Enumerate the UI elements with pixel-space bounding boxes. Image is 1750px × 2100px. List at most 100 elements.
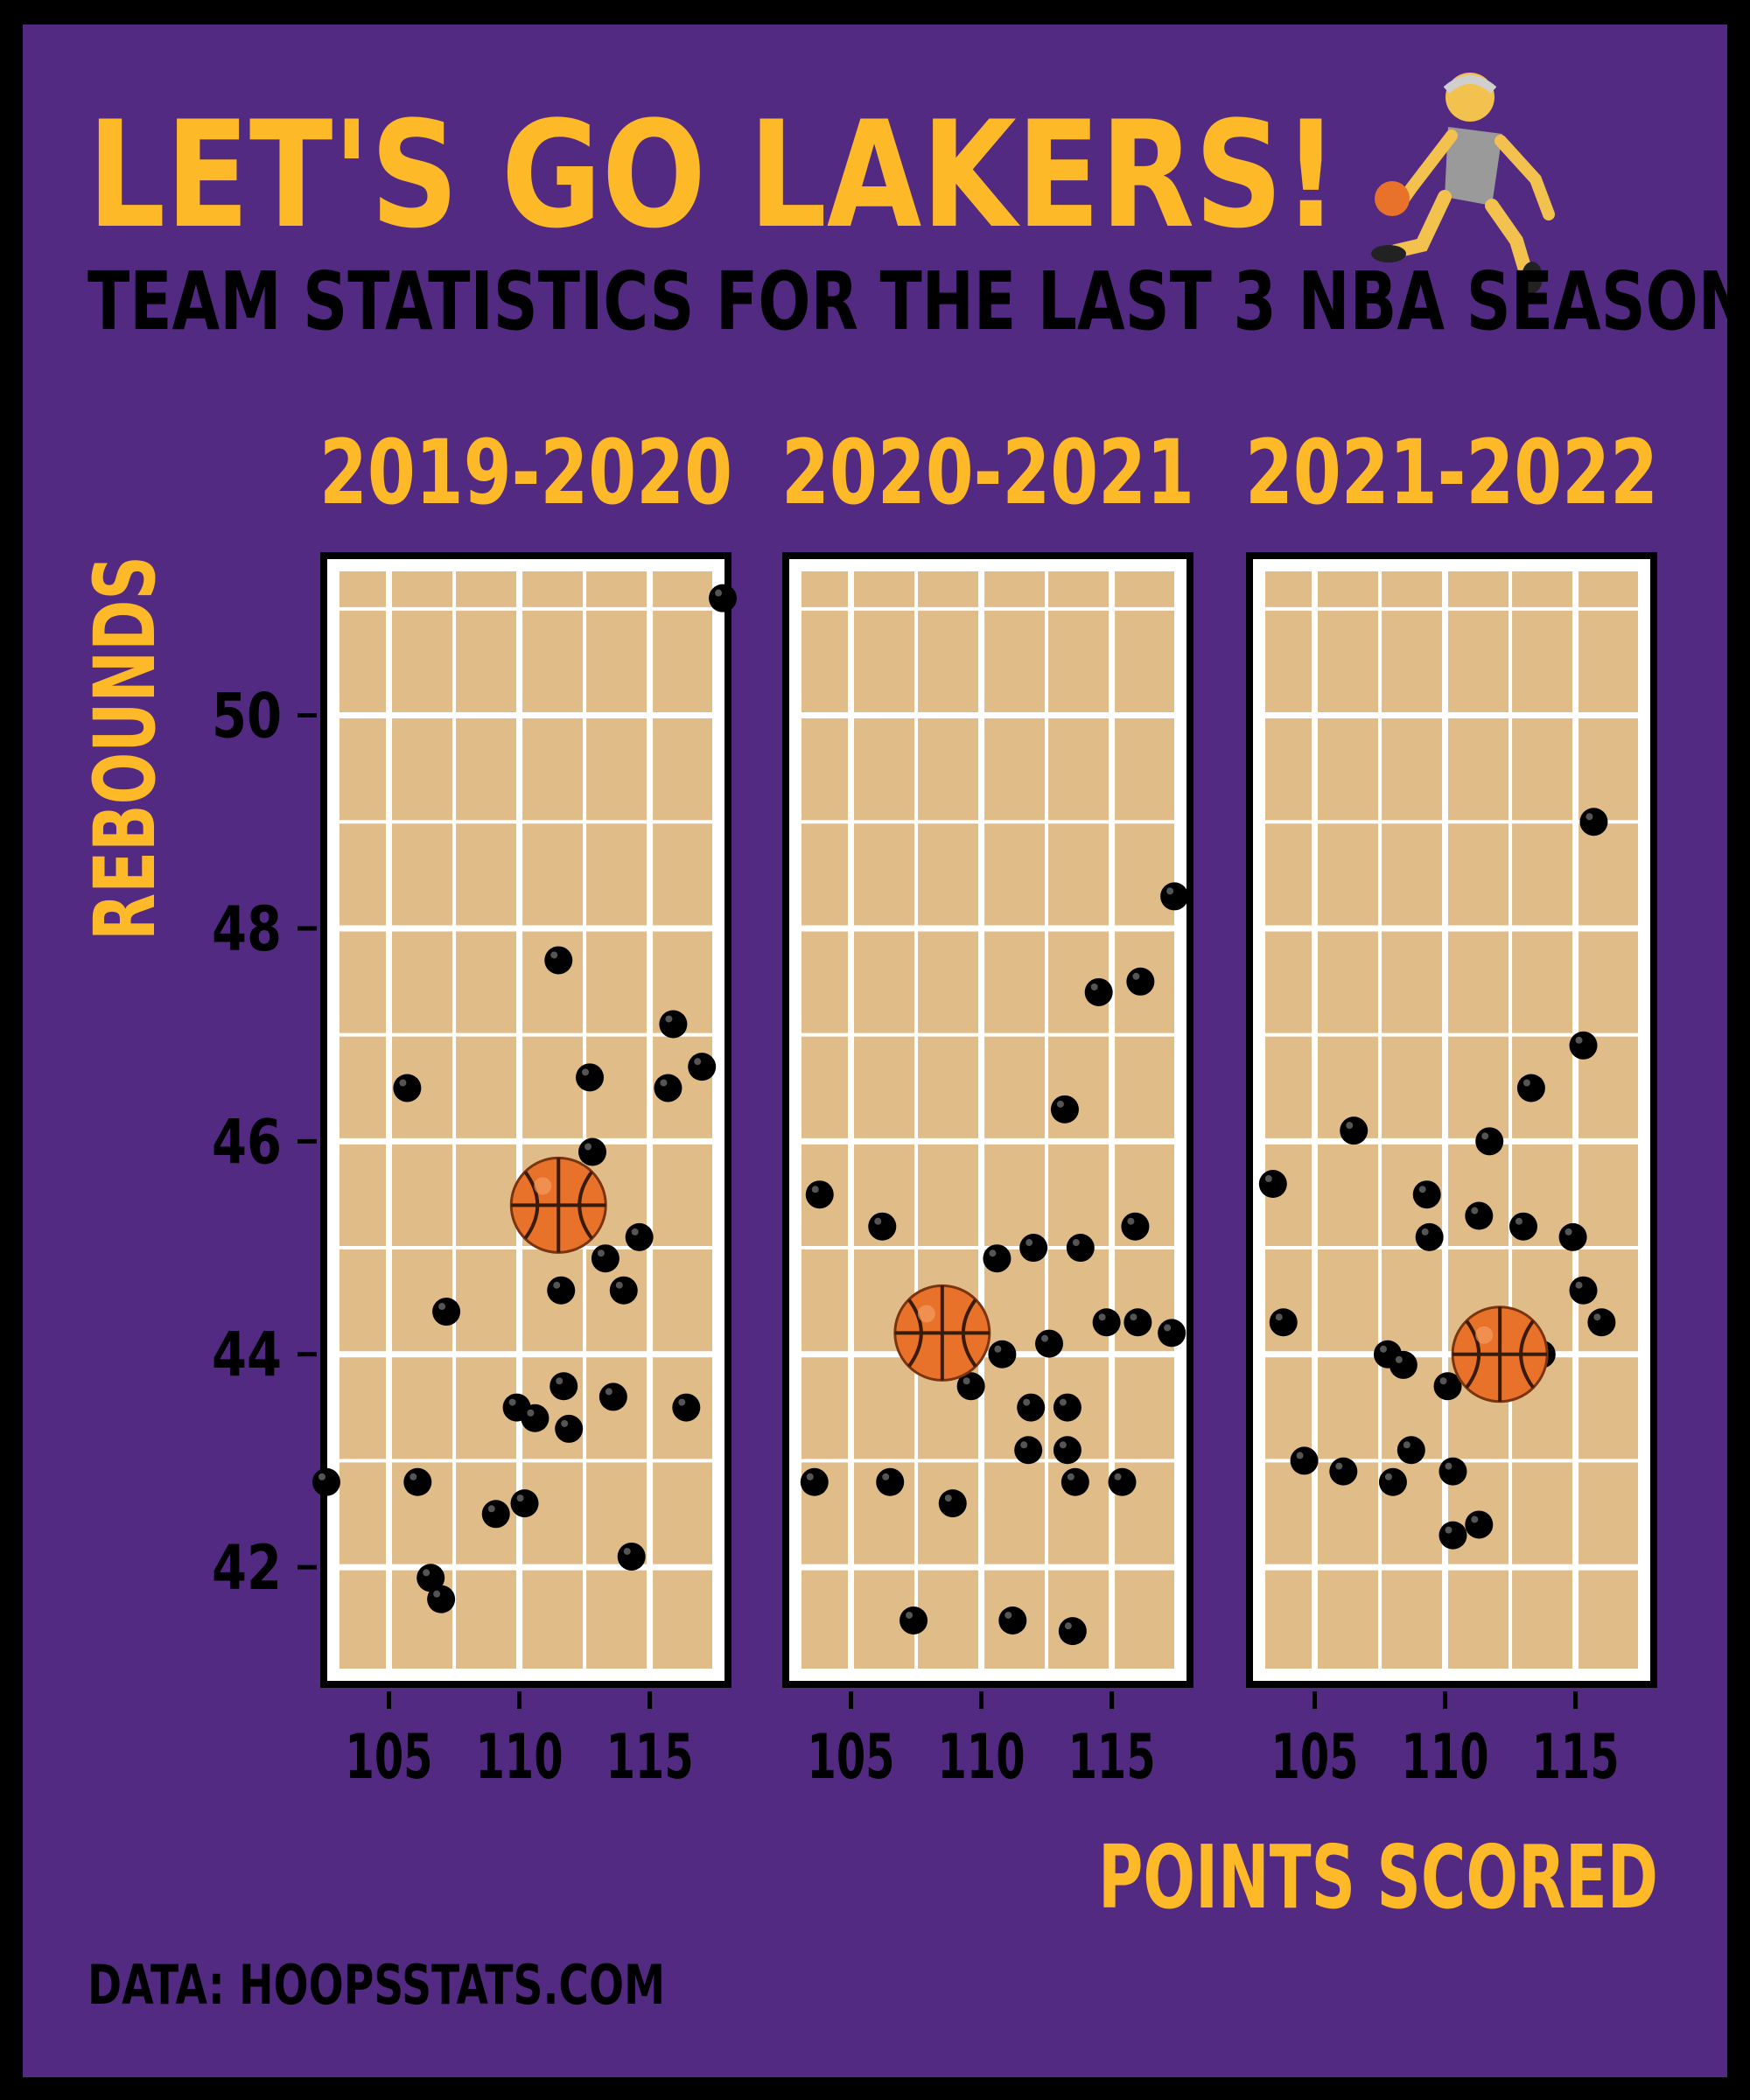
data-point: [521, 1404, 550, 1432]
data-point-highlight: [423, 1569, 430, 1577]
x-tick-label: 110: [938, 1721, 1026, 1793]
data-point-highlight: [1335, 1462, 1343, 1470]
data-point: [1121, 1212, 1150, 1241]
facet-label: 2019-2020: [319, 421, 732, 525]
x-tick-label: 110: [476, 1721, 564, 1793]
data-point-highlight: [561, 1419, 569, 1427]
facet-panel-2: 2020-2021 105 110 115: [781, 421, 1194, 1793]
data-point-highlight: [582, 1068, 590, 1076]
data-point: [1053, 1393, 1082, 1422]
x-tick-label: 115: [1532, 1721, 1620, 1793]
data-point: [547, 1276, 576, 1305]
data-point-highlight: [1403, 1441, 1410, 1449]
data-point-highlight: [1127, 1217, 1135, 1225]
data-point-highlight: [1020, 1441, 1028, 1449]
data-point: [938, 1489, 967, 1518]
data-point: [393, 1074, 422, 1102]
data-point-highlight: [1164, 1324, 1172, 1332]
data-point: [1508, 1212, 1537, 1241]
data-point: [578, 1138, 607, 1166]
data-point-highlight: [1067, 1473, 1074, 1480]
data-point-highlight: [665, 1015, 673, 1023]
y-tick-label: 44: [212, 1320, 282, 1391]
data-point: [432, 1298, 461, 1326]
data-point-highlight: [1575, 1036, 1583, 1044]
data-point-highlight: [1132, 972, 1140, 980]
data-point: [876, 1467, 905, 1496]
data-point-highlight: [1379, 1345, 1387, 1353]
data-point: [1158, 1319, 1186, 1348]
data-point-highlight: [811, 1186, 819, 1194]
data-point-highlight: [1026, 1239, 1033, 1247]
data-point: [550, 1372, 578, 1401]
data-point-highlight: [487, 1505, 495, 1513]
data-point: [1569, 1031, 1598, 1060]
x-tick-label: 110: [1402, 1721, 1489, 1793]
data-point-highlight: [1575, 1281, 1583, 1289]
y-tick-label: 48: [212, 893, 282, 965]
data-point-highlight: [1114, 1473, 1122, 1480]
data-point-highlight: [1439, 1377, 1447, 1385]
data-point: [983, 1244, 1012, 1273]
data-point-highlight: [806, 1473, 814, 1480]
data-point: [427, 1585, 456, 1614]
data-point: [1438, 1457, 1467, 1486]
data-point: [1587, 1308, 1616, 1337]
data-point-highlight: [1059, 1398, 1067, 1406]
data-point-highlight: [553, 1281, 561, 1289]
data-point: [1438, 1521, 1467, 1550]
data-point-highlight: [318, 1473, 326, 1480]
data-point-highlight: [1059, 1441, 1067, 1449]
data-point-highlight: [1004, 1611, 1012, 1619]
data-point: [1084, 977, 1113, 1006]
data-point-highlight: [1471, 1207, 1479, 1214]
data-point: [1019, 1234, 1048, 1263]
data-point-highlight: [1481, 1132, 1489, 1140]
data-point: [659, 1010, 688, 1039]
data-point: [1396, 1436, 1425, 1465]
data-point-highlight: [438, 1303, 446, 1311]
data-point: [1389, 1350, 1418, 1379]
data-point-highlight: [1041, 1334, 1049, 1342]
data-point-highlight: [715, 589, 723, 597]
y-tick-label: 42: [212, 1532, 282, 1604]
data-point: [868, 1212, 897, 1241]
data-point-highlight: [1264, 1175, 1272, 1183]
data-point-highlight: [556, 1377, 564, 1385]
data-point-highlight: [1346, 1122, 1354, 1130]
data-point: [709, 584, 738, 612]
data-point: [1017, 1393, 1046, 1422]
data-point: [555, 1414, 584, 1443]
data-point-highlight: [584, 1143, 592, 1151]
data-point: [1579, 808, 1608, 836]
data-point: [510, 1489, 539, 1518]
data-point: [900, 1606, 928, 1634]
data-point-highlight: [1384, 1473, 1392, 1480]
y-axis: 42 44 46 48 50: [212, 681, 317, 1604]
data-point: [598, 1382, 627, 1411]
data-point-highlight: [1130, 1313, 1138, 1321]
data-point: [1050, 1095, 1079, 1124]
data-point-highlight: [1023, 1398, 1031, 1406]
data-point-highlight: [410, 1473, 417, 1480]
data-point: [988, 1340, 1017, 1368]
data-point-highlight: [1586, 813, 1593, 821]
data-point-highlight: [962, 1377, 970, 1385]
basketball-icon: [1451, 1306, 1549, 1404]
data-point: [1415, 1222, 1444, 1251]
data-point-highlight: [1421, 1228, 1429, 1236]
data-point-highlight: [1064, 1622, 1072, 1630]
data-point-highlight: [615, 1281, 623, 1289]
data-point-highlight: [660, 1079, 668, 1087]
data-point-highlight: [694, 1058, 702, 1066]
data-point: [576, 1063, 605, 1092]
data-point: [481, 1500, 510, 1529]
data-point-highlight: [1072, 1239, 1080, 1247]
data-point: [1569, 1276, 1598, 1305]
chart-subtitle: TEAM STATISTICS FOR THE LAST 3 NBA SEASO…: [88, 255, 1750, 348]
data-point: [1124, 1308, 1152, 1337]
data-point-highlight: [906, 1611, 914, 1619]
data-point-highlight: [1166, 887, 1174, 895]
